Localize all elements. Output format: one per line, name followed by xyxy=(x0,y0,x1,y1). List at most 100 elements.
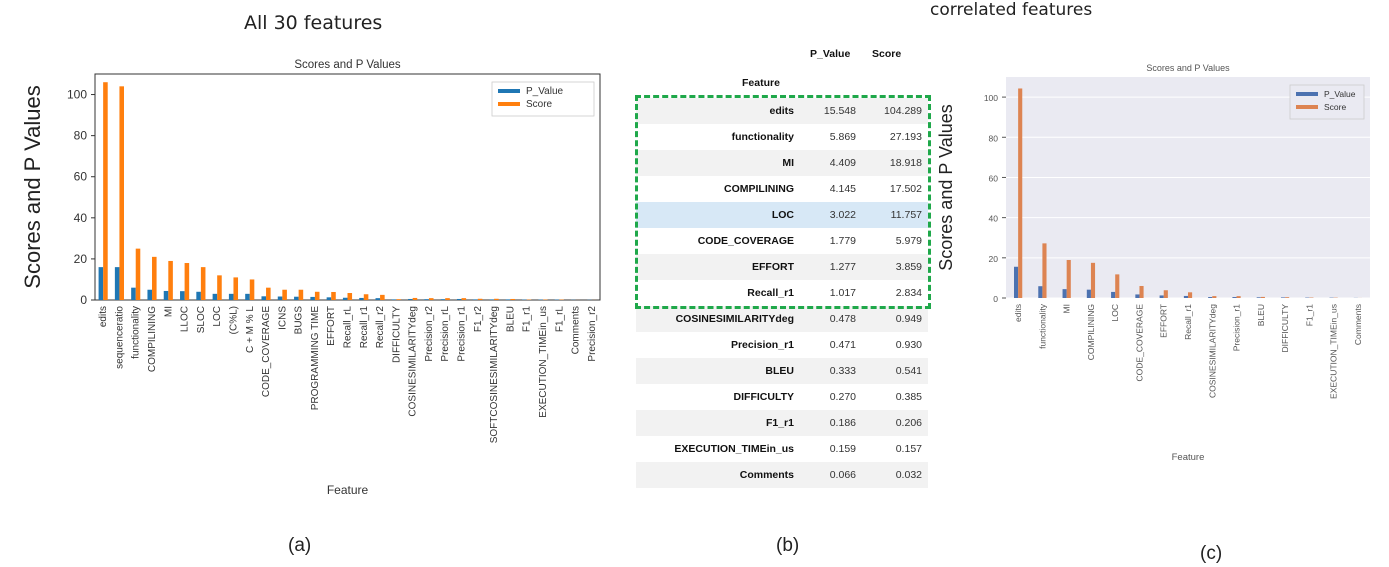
bar-p-value xyxy=(473,299,478,300)
bar-score xyxy=(494,298,499,300)
bar-p-value xyxy=(1062,289,1067,298)
bar-score xyxy=(1236,296,1241,298)
row-score: 0.032 xyxy=(895,469,922,481)
x-tick-label: MI xyxy=(163,306,174,317)
bar-p-value xyxy=(147,289,153,300)
row-feature-name: EFFORT xyxy=(752,261,794,273)
x-tick-label: Precision_r2 xyxy=(424,306,435,362)
row-feature-name: Comments xyxy=(739,469,794,481)
x-tick-label: F1_r1 xyxy=(522,306,533,333)
bar-score xyxy=(510,298,515,300)
bar-score xyxy=(103,82,108,300)
x-tick-label: DIFFICULTY xyxy=(1280,304,1290,353)
bar-score xyxy=(1260,296,1265,298)
row-feature-name: COMPILINING xyxy=(724,183,794,195)
bar-score xyxy=(347,293,353,300)
bar-score xyxy=(135,248,141,300)
row-feature-name: LOC xyxy=(771,209,794,221)
row-p-value: 0.066 xyxy=(829,469,856,481)
bar-score xyxy=(412,297,418,300)
x-axis-label: Feature xyxy=(1172,452,1205,463)
table-row: F1_r1 0.186 0.206 xyxy=(636,410,928,436)
x-axis-label: Feature xyxy=(327,483,369,497)
bar-p-value xyxy=(1208,297,1213,298)
bar-score xyxy=(477,298,483,300)
bar-p-value xyxy=(1256,297,1261,298)
x-tick-label: Comments xyxy=(1353,304,1363,345)
bar-p-value xyxy=(1111,291,1116,298)
legend-box xyxy=(1289,84,1365,120)
x-tick-label: BLEU xyxy=(505,306,516,332)
bar-p-value xyxy=(424,299,429,300)
bar-p-value xyxy=(310,296,315,300)
legend-box xyxy=(491,81,595,117)
y-axis-label: Scores and P Values xyxy=(936,104,956,270)
bar-p-value xyxy=(440,299,446,300)
bar-score xyxy=(363,294,369,300)
row-score: 104.289 xyxy=(884,105,922,117)
x-tick-label: MI xyxy=(1062,304,1072,313)
x-tick-label: Recall_r1 xyxy=(359,306,370,349)
x-tick-label: Precision_r2 xyxy=(587,306,598,362)
bar-score xyxy=(184,263,190,300)
x-tick-label: Precision_r1 xyxy=(457,306,468,362)
x-tick-label: LOC xyxy=(212,306,223,327)
col-header-score: Score xyxy=(872,48,902,60)
bar-score xyxy=(1018,88,1023,298)
bar-p-value xyxy=(261,296,267,300)
row-score: 18.918 xyxy=(889,157,922,169)
x-tick-label: Recall_r1 xyxy=(1183,304,1193,340)
legend-label: Score xyxy=(526,99,553,110)
bar-p-value xyxy=(408,298,413,300)
legend-label: P_Value xyxy=(1324,89,1356,99)
row-p-value: 0.478 xyxy=(829,313,856,325)
chart-a: Scores and P Values 0 20 40 60 80 100 Scores an… xyxy=(20,59,601,497)
table-row: edits 15.548 104.289 xyxy=(636,98,928,124)
bar-p-value xyxy=(1232,297,1237,298)
row-p-value: 4.145 xyxy=(829,183,856,195)
bar-score xyxy=(396,299,401,300)
row-feature-name: COSINESIMILARITYdeg xyxy=(675,313,794,325)
bar-score xyxy=(266,287,271,300)
row-p-value: 0.186 xyxy=(829,417,856,429)
row-score: 0.385 xyxy=(895,391,922,403)
table-row: COSINESIMILARITYdeg 0.478 0.949 xyxy=(636,306,928,332)
row-score: 0.541 xyxy=(895,365,922,377)
x-tick-label: Recall_r2 xyxy=(375,306,386,349)
x-tick-label: Recall_rL xyxy=(343,306,354,349)
bar-score xyxy=(314,291,320,300)
bar-p-value xyxy=(359,297,364,300)
x-tick-label: COSINESIMILARITYdeg xyxy=(408,306,419,417)
left-heading: All 30 features xyxy=(244,12,383,34)
x-tick-label: COSINESIMILARITYdeg xyxy=(1207,304,1217,398)
row-score: 0.949 xyxy=(895,313,922,325)
table-row: EXECUTION_TIMEin_us 0.159 0.157 xyxy=(636,436,928,462)
row-p-value: 0.333 xyxy=(829,365,856,377)
highlight-dashed-box xyxy=(635,95,931,309)
y-axis-label: Scores and P Values xyxy=(20,85,45,288)
bar-p-value xyxy=(1038,286,1043,298)
bar-p-value xyxy=(375,298,381,300)
row-feature-name: MI xyxy=(782,157,794,169)
y-tick-label: 80 xyxy=(989,133,999,143)
bar-p-value xyxy=(342,297,348,300)
bar-score xyxy=(445,298,450,300)
y-tick-label: 80 xyxy=(74,129,88,143)
row-feature-name: F1_r1 xyxy=(765,417,794,429)
x-tick-label: Precision_r1 xyxy=(1232,304,1242,352)
x-tick-label: Comments xyxy=(571,306,582,354)
row-feature-name: CODE_COVERAGE xyxy=(697,235,794,247)
row-score: 11.757 xyxy=(890,209,922,221)
bar-score xyxy=(152,256,157,300)
bar-p-value xyxy=(196,291,201,300)
x-tick-label: EXECUTION_TIMEin_us xyxy=(538,306,549,418)
row-score: 0.157 xyxy=(895,443,922,455)
x-tick-label: ICNS xyxy=(277,306,288,330)
y-tick-label: 100 xyxy=(67,88,87,102)
y-tick-label: 40 xyxy=(74,211,88,225)
row-p-value: 4.409 xyxy=(829,157,856,169)
bar-score xyxy=(1188,292,1193,298)
row-feature-name: DIFFICULTY xyxy=(733,391,794,403)
row-p-value: 3.022 xyxy=(829,209,856,221)
x-tick-label: EFFORT xyxy=(326,306,337,346)
